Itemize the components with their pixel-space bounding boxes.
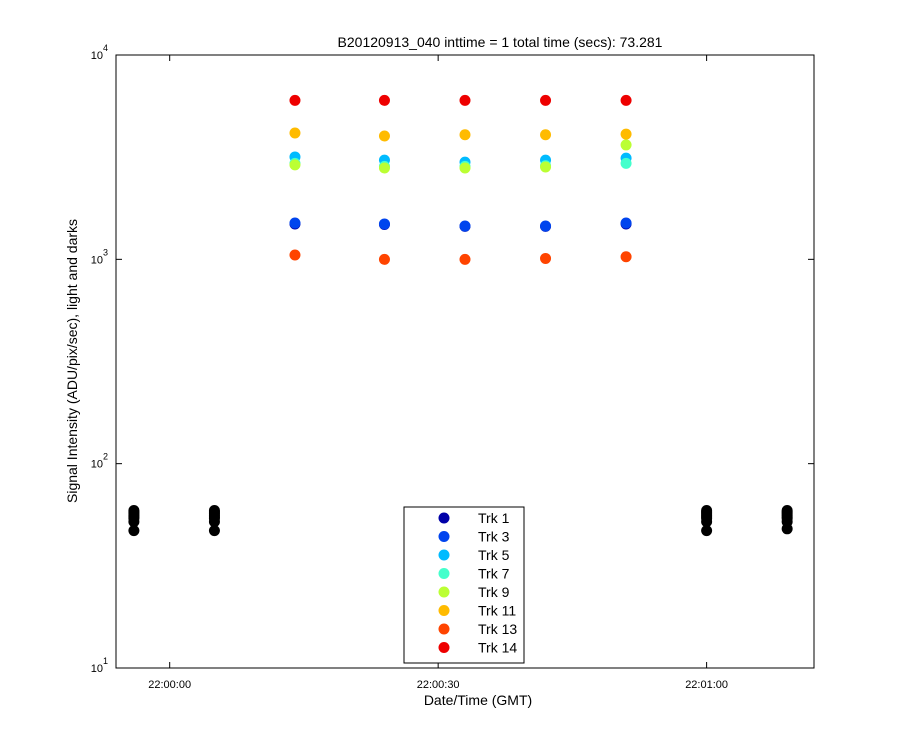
point	[378, 218, 390, 230]
legend-marker	[438, 568, 450, 579]
legend-marker	[438, 531, 450, 542]
y-tick-label: 102	[91, 452, 108, 471]
point	[540, 220, 552, 232]
point	[620, 251, 632, 263]
y-tick-label: 101	[91, 656, 108, 675]
point	[378, 162, 390, 174]
point	[459, 220, 471, 232]
legend-label: Trk 1	[478, 510, 510, 526]
point	[289, 249, 301, 261]
chart-title: B20120913_040 inttime = 1 total time (se…	[338, 34, 663, 50]
point	[289, 217, 301, 229]
legend-marker	[438, 586, 450, 598]
legend-marker	[438, 623, 450, 635]
dark-point	[128, 516, 140, 528]
dark-point	[781, 523, 793, 535]
legend-label: Trk 9	[478, 584, 510, 600]
x-tick-label: 22:01:00	[685, 679, 728, 691]
y-tick-base: 10	[91, 459, 103, 471]
point	[540, 252, 552, 264]
dark-point	[208, 516, 220, 528]
legend-marker	[438, 512, 450, 524]
point	[378, 253, 390, 265]
y-tick-exponent: 2	[103, 452, 108, 462]
x-tick-label: 22:00:30	[417, 679, 460, 691]
legend-marker	[438, 549, 450, 561]
point	[378, 94, 390, 106]
point	[620, 217, 632, 229]
y-axis-label: Signal Intensity (ADU/pix/sec), light an…	[64, 219, 80, 503]
y-tick-label: 104	[91, 43, 108, 62]
point	[620, 128, 632, 140]
y-tick-base: 10	[91, 254, 103, 266]
legend-label: Trk 14	[478, 640, 517, 656]
y-tick-exponent: 4	[103, 43, 108, 53]
x-tick-label: 22:00:00	[148, 679, 191, 691]
dark-point	[128, 525, 140, 537]
y-tick-label: 103	[91, 247, 108, 266]
point	[289, 127, 301, 139]
legend-label: Trk 3	[478, 529, 510, 545]
legend-label: Trk 11	[478, 603, 516, 619]
legend-label: Trk 13	[478, 621, 517, 637]
legend-label: Trk 5	[478, 547, 510, 563]
plot-frame	[115, 54, 815, 669]
y-tick-base: 10	[91, 663, 103, 675]
point	[540, 161, 552, 173]
point	[289, 159, 301, 171]
point	[459, 162, 471, 174]
legend-label: Trk 7	[478, 566, 510, 582]
legend-marker	[438, 642, 450, 653]
legend-box	[403, 506, 525, 664]
point	[459, 253, 471, 265]
point	[540, 129, 552, 141]
point	[378, 130, 390, 142]
y-tick-exponent: 3	[103, 247, 108, 257]
point	[620, 139, 632, 151]
point	[289, 94, 301, 106]
point	[459, 94, 471, 106]
point	[540, 94, 552, 106]
dark-point	[701, 516, 713, 528]
dark-point	[701, 525, 713, 537]
y-tick-exponent: 1	[103, 656, 108, 666]
x-axis-label: Date/Time (GMT)	[424, 692, 532, 708]
y-tick-base: 10	[91, 50, 103, 62]
point	[620, 157, 632, 169]
point	[459, 129, 471, 141]
dark-point	[208, 525, 220, 537]
legend-marker	[438, 605, 450, 616]
point	[620, 94, 632, 106]
